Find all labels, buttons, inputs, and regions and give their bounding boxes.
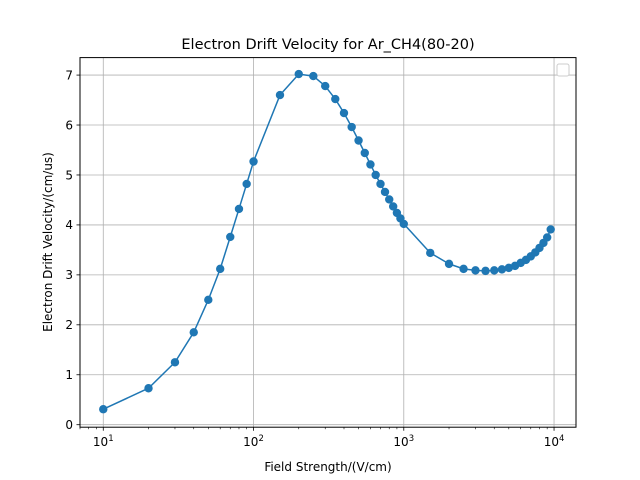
data-point: [226, 232, 235, 242]
data-point: [275, 90, 285, 100]
data-point: [459, 264, 468, 274]
data-point: [234, 204, 244, 214]
data-point: [542, 233, 552, 242]
data-point: [309, 71, 318, 81]
data-point: [376, 179, 385, 189]
y-tick-label: 1: [65, 368, 73, 382]
data-point: [366, 160, 375, 169]
grid: [80, 57, 576, 428]
x-tick-label: 101: [93, 434, 114, 449]
y-tick-label: 0: [65, 418, 73, 432]
x-tick-label: 104: [544, 434, 565, 449]
data-point: [388, 202, 398, 211]
data-point: [546, 225, 555, 234]
legend-box: [556, 63, 570, 77]
y-tick-label: 6: [65, 118, 73, 132]
data-point: [471, 266, 480, 275]
legend: [556, 63, 570, 77]
data-point: [216, 264, 225, 274]
plot-area: [80, 57, 576, 428]
chart-title: Electron Drift Velocity for Ar_CH4(80-20…: [181, 37, 474, 53]
y-axis-label: Electron Drift Velocity/(cm/us): [41, 152, 55, 332]
data-point: [249, 157, 258, 166]
y-tick-label: 3: [65, 268, 73, 282]
y-tick-label: 7: [65, 68, 73, 82]
data-point: [371, 170, 380, 180]
series-layer: [99, 69, 555, 414]
data-point: [294, 69, 303, 79]
data-point: [444, 259, 454, 269]
x-tick-label: 103: [393, 434, 414, 449]
data-point: [385, 195, 394, 204]
data-point: [144, 384, 153, 393]
data-point: [399, 219, 408, 229]
y-tick-label: 5: [65, 168, 73, 182]
plot-frame: [79, 57, 577, 428]
data-point: [380, 187, 390, 197]
data-point: [347, 122, 356, 132]
data-point: [321, 81, 330, 91]
data-point: [426, 248, 435, 258]
x-axis-label: Field Strength/(V/cm): [264, 460, 391, 474]
data-point: [170, 358, 180, 367]
data-point: [339, 108, 349, 118]
data-point: [481, 266, 490, 276]
data-point: [360, 148, 369, 158]
data-point: [99, 405, 108, 414]
data-point: [204, 295, 213, 305]
y-tick-label: 2: [65, 318, 73, 332]
data-point: [354, 136, 363, 145]
ticks: 101 102 103 104 0 1 2 3 4 5 6 7: [65, 68, 564, 449]
data-point: [242, 179, 251, 189]
y-tick-label: 4: [65, 218, 73, 232]
x-tick-label: 102: [243, 434, 264, 449]
data-point: [331, 94, 340, 104]
data-point: [189, 328, 198, 337]
data-point: [497, 265, 507, 274]
data-point: [490, 266, 499, 275]
